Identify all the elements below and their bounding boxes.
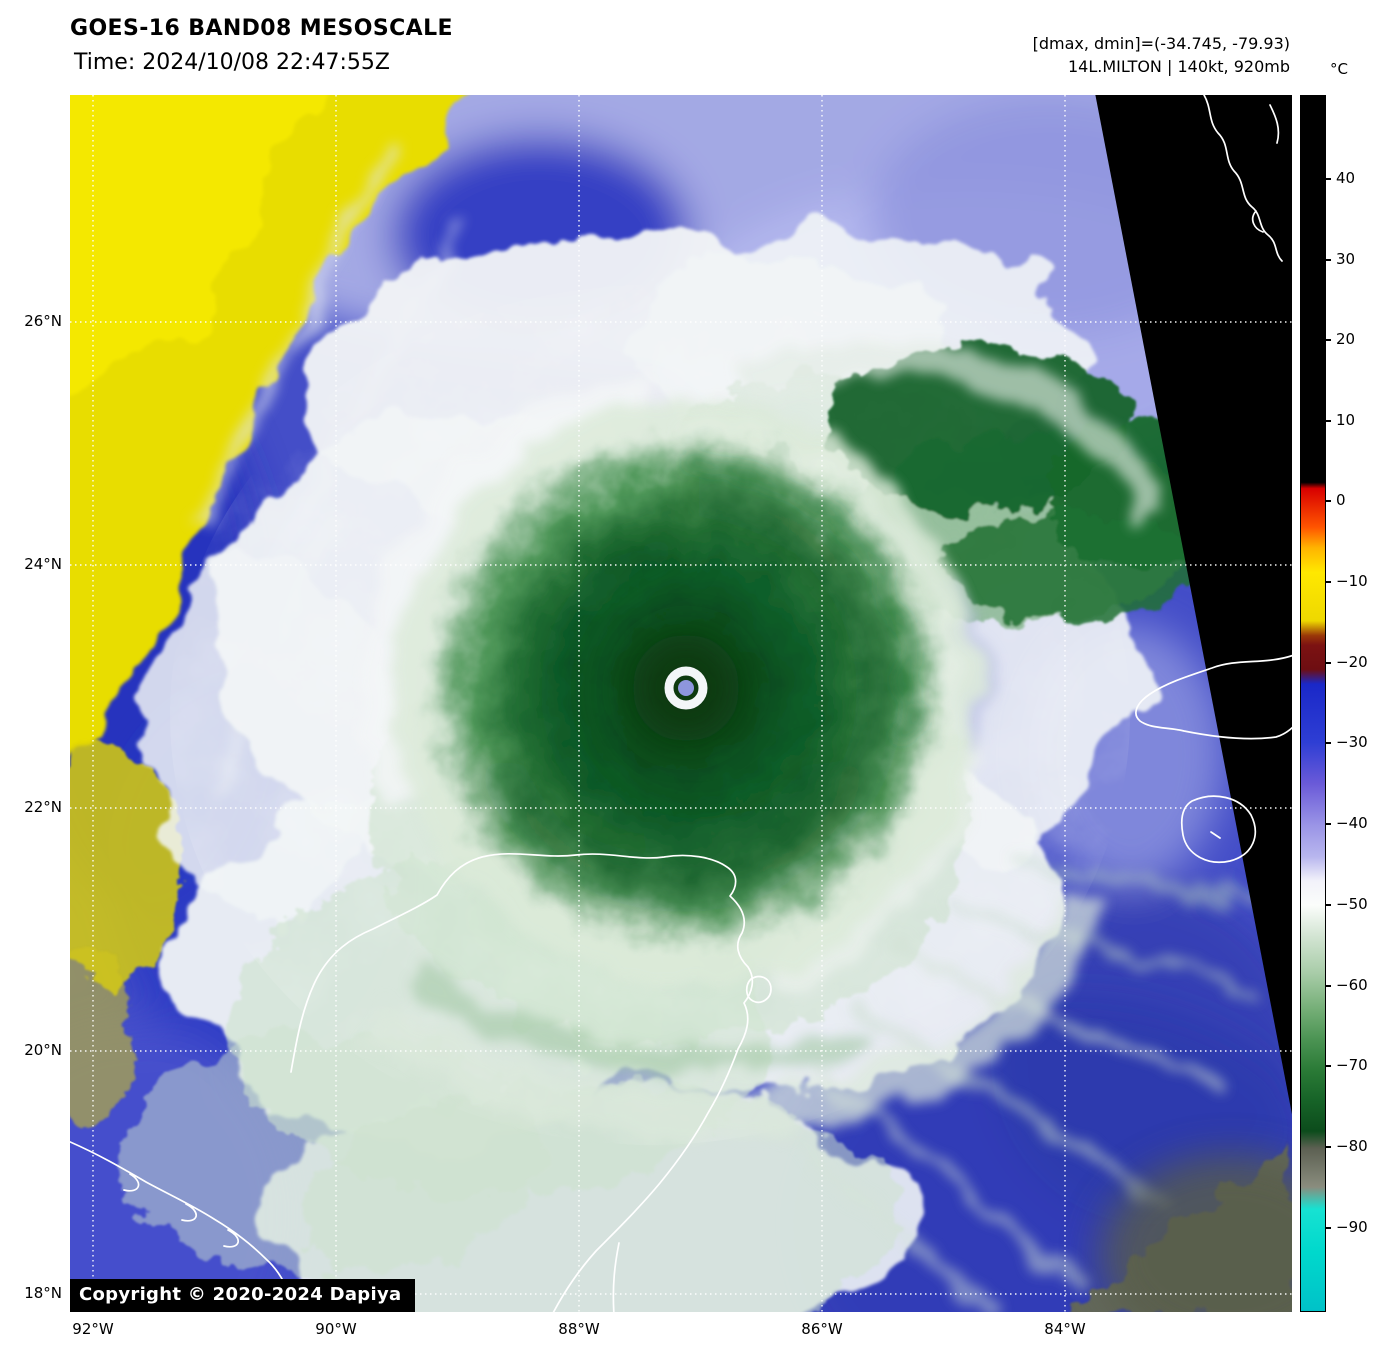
lat-axis-label: 26°N bbox=[24, 312, 62, 330]
coastline-yucatan bbox=[290, 852, 754, 1312]
colorbar-tick-label: 40 bbox=[1324, 169, 1356, 187]
coastline-florida bbox=[1203, 95, 1283, 262]
latlon-gridlines bbox=[70, 95, 1292, 1312]
colorbar-tick-label: −10 bbox=[1325, 572, 1368, 590]
dry-air-region bbox=[70, 95, 470, 1125]
coastline-belize bbox=[612, 1242, 620, 1312]
copyright-badge: Copyright © 2020-2024 Dapiya bbox=[70, 1279, 416, 1312]
satellite-imagery bbox=[70, 95, 1292, 1312]
colorbar-unit-label: °C bbox=[1330, 60, 1348, 78]
satellite-map: Copyright © 2020-2024 Dapiya bbox=[70, 95, 1292, 1312]
colorbar-tick-label: −90 bbox=[1325, 1218, 1368, 1236]
lon-axis-label: 84°W bbox=[1044, 1320, 1086, 1338]
lat-axis-label: 20°N bbox=[24, 1041, 62, 1059]
hurricane-eyewall-ring bbox=[664, 666, 708, 710]
warm-dry-corner bbox=[1066, 1136, 1292, 1312]
coastline-isla-juventud bbox=[1180, 795, 1256, 863]
hurricane-eye bbox=[678, 680, 694, 696]
colorbar-tick-label: −40 bbox=[1325, 814, 1368, 832]
temperature-colorbar bbox=[1300, 95, 1326, 1312]
coastline-mexico bbox=[70, 1140, 289, 1311]
storm-info-label: 14L.MILTON | 140kt, 920mb bbox=[1067, 57, 1290, 76]
lon-axis-label: 90°W bbox=[315, 1320, 357, 1338]
page-title: GOES-16 BAND08 MESOSCALE bbox=[70, 16, 453, 41]
lat-axis-label: 24°N bbox=[24, 555, 62, 573]
coastline-cuba bbox=[1135, 654, 1292, 740]
colorbar-tick-label: 30 bbox=[1324, 250, 1356, 268]
coastline-cozumel bbox=[745, 975, 772, 1004]
colorbar-tick-label: −70 bbox=[1325, 1056, 1368, 1074]
colorbar-tick-label: −60 bbox=[1325, 976, 1368, 994]
colorbar-tick-label: −20 bbox=[1325, 653, 1368, 671]
dmax-dmin-label: [dmax, dmin]=(-34.745, -79.93) bbox=[1032, 34, 1290, 53]
colorbar-tick-label: −50 bbox=[1325, 895, 1368, 913]
hurricane-milton bbox=[394, 399, 978, 983]
lon-axis-label: 88°W bbox=[558, 1320, 600, 1338]
timestamp-label: Time: 2024/10/08 22:47:55Z bbox=[74, 50, 390, 75]
colorbar-tick-label: −30 bbox=[1325, 733, 1368, 751]
lat-axis-label: 18°N bbox=[24, 1284, 62, 1302]
colorbar-tick-label: 20 bbox=[1324, 330, 1356, 348]
lon-axis-label: 86°W bbox=[801, 1320, 843, 1338]
colorbar-tick-label: 10 bbox=[1324, 411, 1356, 429]
no-data-region bbox=[1095, 95, 1292, 1115]
lat-axis-label: 22°N bbox=[24, 798, 62, 816]
colorbar-tick-label: −80 bbox=[1325, 1137, 1368, 1155]
coastlines bbox=[70, 95, 1292, 1312]
colorbar-tick-label: 0 bbox=[1325, 491, 1346, 509]
lon-axis-label: 92°W bbox=[72, 1320, 114, 1338]
